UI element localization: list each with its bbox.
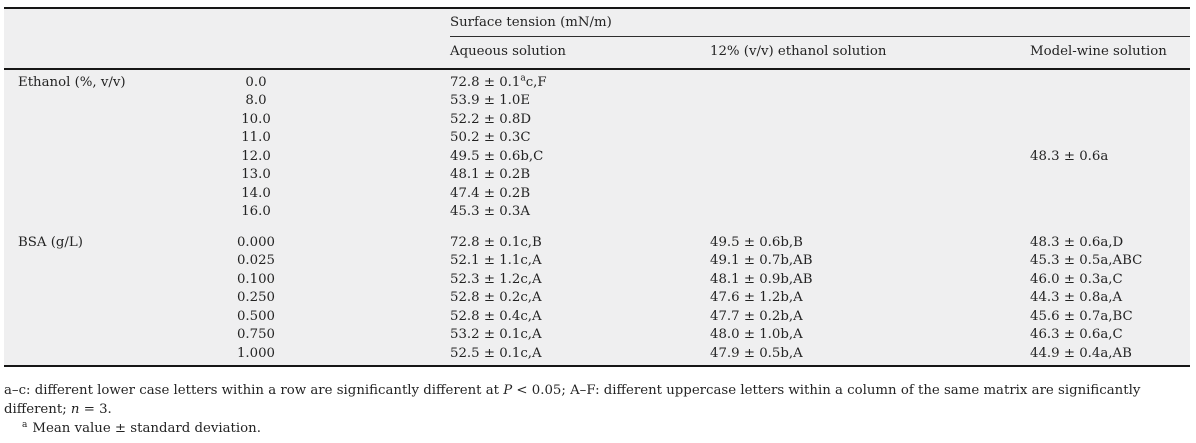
aqueous-value: 72.8 ± 0.1ac,F xyxy=(450,73,547,90)
header-body-rule xyxy=(4,68,1190,70)
conc-value: 0.025 xyxy=(236,253,276,269)
section-gap xyxy=(4,222,1190,234)
aqueous-value: 52.8 ± 0.4c,A xyxy=(450,308,542,324)
aqueous-value: 52.3 ± 1.2c,A xyxy=(450,271,542,287)
conc-value: 12.0 xyxy=(241,148,271,164)
column-header-row: Aqueous solution 12% (v/v) ethanol solut… xyxy=(4,37,1190,68)
ethanol12-value: 49.1 ± 0.7b,AB xyxy=(710,253,813,269)
table-row: 1.000 52.5 ± 0.1c,A 47.9 ± 0.5b,A 44.9 ±… xyxy=(4,345,1190,364)
p-value-symbol: P xyxy=(503,383,513,398)
conc-value: 10.0 xyxy=(241,111,271,127)
conc-value: 0.250 xyxy=(236,290,276,306)
conc-value: 0.500 xyxy=(236,308,276,324)
wine-value: 48.3 ± 0.6a xyxy=(1030,148,1109,164)
conc-value: 11.0 xyxy=(241,130,271,146)
table-row: 0.025 52.1 ± 1.1c,A 49.1 ± 0.7b,AB 45.3 … xyxy=(4,252,1190,271)
spanner-header-cell: Surface tension (mN/m) xyxy=(450,16,1190,37)
column-header-aqueous: Aqueous solution xyxy=(450,44,566,59)
column-header-ethanol12: 12% (v/v) ethanol solution xyxy=(710,44,887,59)
conc-value: 0.0 xyxy=(245,74,267,90)
ethanol12-value: 48.1 ± 0.9b,AB xyxy=(710,271,813,287)
wine-value: 44.9 ± 0.4a,AB xyxy=(1030,345,1132,361)
aqueous-value: 45.3 ± 0.3A xyxy=(450,204,530,220)
ethanol12-value: 47.7 ± 0.2b,A xyxy=(710,308,803,324)
ethanol12-value: 48.0 ± 1.0b,A xyxy=(710,327,803,343)
aqueous-value: 53.9 ± 1.0E xyxy=(450,93,531,109)
table-row: BSA (g/L) 0.000 72.8 ± 0.1c,B 49.5 ± 0.6… xyxy=(4,234,1190,253)
conc-value: 0.100 xyxy=(236,271,276,287)
table-row: 13.0 48.1 ± 0.2B xyxy=(4,166,1190,185)
aqueous-value: 47.4 ± 0.2B xyxy=(450,185,531,201)
table-row: 12.0 49.5 ± 0.6b,C 48.3 ± 0.6a xyxy=(4,148,1190,167)
aqueous-value: 52.1 ± 1.1c,A xyxy=(450,253,542,269)
footnote-a-marker: a xyxy=(22,419,28,430)
wine-value: 45.6 ± 0.7a,BC xyxy=(1030,308,1133,324)
table-row: 16.0 45.3 ± 0.3A xyxy=(4,203,1190,222)
footnote-marker-a: a xyxy=(520,73,526,84)
wine-value: 46.3 ± 0.6a,C xyxy=(1030,327,1123,343)
aqueous-value: 50.2 ± 0.3C xyxy=(450,130,531,146)
conc-value: 0.750 xyxy=(236,327,276,343)
wine-value: 48.3 ± 0.6a,D xyxy=(1030,234,1124,250)
row-group-label-ethanol: Ethanol (%, v/v) xyxy=(18,74,126,90)
table-top-rule xyxy=(4,7,1190,9)
conc-value: 1.000 xyxy=(236,345,276,361)
table-footnotes: a–c: different lower case letters within… xyxy=(4,382,1190,439)
table-row: 0.250 52.8 ± 0.2c,A 47.6 ± 1.2b,A 44.3 ±… xyxy=(4,289,1190,308)
wine-value: 44.3 ± 0.8a,A xyxy=(1030,290,1123,306)
table-body: Ethanol (%, v/v) 0.0 72.8 ± 0.1ac,F 8.0 … xyxy=(4,69,1190,366)
table-header: Surface tension (mN/m) Aqueous solution … xyxy=(4,9,1190,68)
table-row: 0.500 52.8 ± 0.4c,A 47.7 ± 0.2b,A 45.6 ±… xyxy=(4,308,1190,327)
wine-value: 45.3 ± 0.5a,ABC xyxy=(1030,253,1143,269)
conc-value: 0.000 xyxy=(236,234,276,250)
ethanol12-value: 47.9 ± 0.5b,A xyxy=(710,345,803,361)
table-row: 14.0 47.4 ± 0.2B xyxy=(4,185,1190,204)
aqueous-value: 52.5 ± 0.1c,A xyxy=(450,345,542,361)
table-bottom-rule xyxy=(4,365,1190,368)
aqueous-value: 72.8 ± 0.1c,B xyxy=(450,234,542,250)
table-row: 10.0 52.2 ± 0.8D xyxy=(4,111,1190,130)
conc-value: 13.0 xyxy=(241,167,271,183)
conc-value: 8.0 xyxy=(245,93,267,109)
aqueous-value: 52.8 ± 0.2c,A xyxy=(450,290,542,306)
data-table: Surface tension (mN/m) Aqueous solution … xyxy=(4,7,1190,368)
aqueous-value: 49.5 ± 0.6b,C xyxy=(450,148,544,164)
aqueous-value: 48.1 ± 0.2B xyxy=(450,167,531,183)
n-symbol: n xyxy=(70,401,80,417)
table-row: 0.100 52.3 ± 1.2c,A 48.1 ± 0.9b,AB 46.0 … xyxy=(4,271,1190,290)
ethanol12-value: 49.5 ± 0.6b,B xyxy=(710,234,803,250)
aqueous-value: 52.2 ± 0.8D xyxy=(450,111,532,127)
table-title: Surface tension (mN/m) xyxy=(450,15,612,30)
table-row: 0.750 53.2 ± 0.1c,A 48.0 ± 1.0b,A 46.3 ±… xyxy=(4,326,1190,345)
conc-value: 14.0 xyxy=(241,185,271,201)
column-header-model-wine: Model-wine solution xyxy=(1030,44,1167,59)
spanner-header-row: Surface tension (mN/m) xyxy=(4,9,1190,37)
table-row: 11.0 50.2 ± 0.3C xyxy=(4,129,1190,148)
row-group-label-bsa: BSA (g/L) xyxy=(18,234,83,250)
wine-value: 46.0 ± 0.3a,C xyxy=(1030,271,1123,287)
conc-value: 16.0 xyxy=(241,204,271,220)
table-row: 8.0 53.9 ± 1.0E xyxy=(4,92,1190,111)
footnote-significance: a–c: different lower case letters within… xyxy=(4,383,1141,417)
table-row: Ethanol (%, v/v) 0.0 72.8 ± 0.1ac,F xyxy=(4,74,1190,93)
aqueous-value: 53.2 ± 0.1c,A xyxy=(450,327,542,343)
footnote-a: a Mean value ± standard deviation. xyxy=(22,419,261,436)
ethanol12-value: 47.6 ± 1.2b,A xyxy=(710,290,803,306)
